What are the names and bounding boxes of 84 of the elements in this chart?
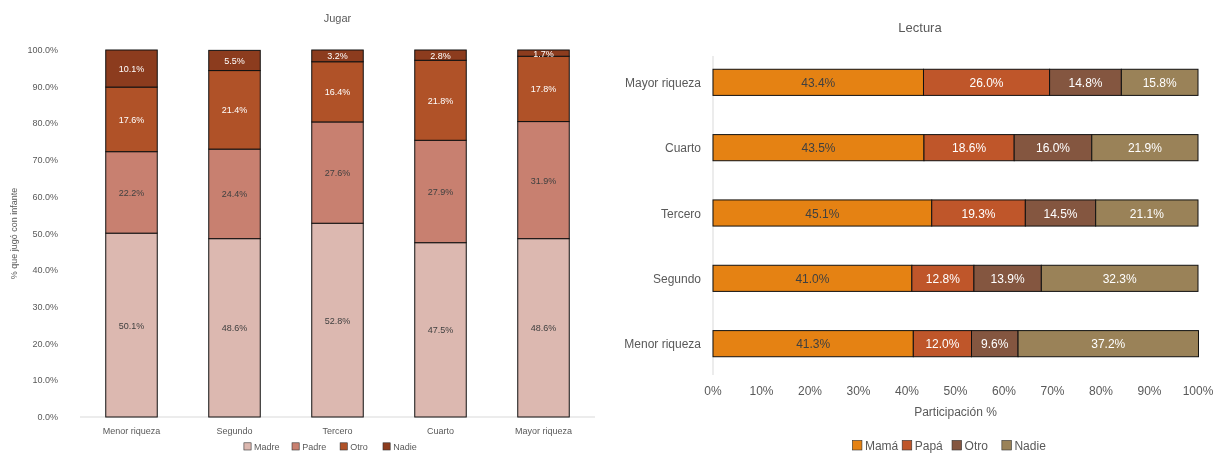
legend-label: Nadie: [1014, 439, 1047, 453]
x-tick-label: Segundo: [216, 426, 253, 436]
y-tick-label: 50.0%: [32, 228, 58, 239]
data-label: 3.2%: [327, 51, 348, 62]
data-label: 14.8%: [1068, 75, 1103, 90]
data-label: 15.8%: [1142, 75, 1178, 90]
data-label: 37.2%: [1091, 337, 1126, 352]
y-tick-label: Segundo: [652, 271, 702, 286]
y-tick-label: Menor riqueza: [624, 337, 702, 352]
data-label: 17.6%: [118, 114, 145, 125]
x-tick-label: Menor riqueza: [102, 426, 161, 436]
legend-label: Otro: [350, 442, 368, 452]
x-tick-label: 80%: [1088, 384, 1114, 398]
data-label: 31.9%: [530, 175, 557, 186]
chart-title: Jugar: [323, 12, 352, 24]
y-tick-label: 10.0%: [32, 375, 58, 386]
data-label: 12.0%: [925, 337, 960, 352]
y-tick-label: 100.0%: [27, 45, 58, 55]
y-tick-label: 90.0%: [32, 81, 58, 92]
x-tick-label: 30%: [846, 384, 871, 398]
x-tick-label: 20%: [797, 384, 823, 398]
data-label: 18.6%: [952, 141, 987, 156]
y-tick-label: Mayor riqueza: [624, 75, 702, 90]
legend-label: Mamá: [864, 439, 899, 453]
y-tick-label: 20.0%: [32, 338, 58, 349]
x-tick-label: 100%: [1182, 384, 1214, 398]
data-label: 24.4%: [221, 189, 248, 200]
legend-label: Papá: [914, 439, 944, 453]
data-label: 16.4%: [324, 87, 351, 98]
data-label: 50.1%: [118, 320, 145, 331]
y-tick-label: 0.0%: [37, 412, 58, 422]
y-axis-title: % que jugó con infante: [9, 187, 19, 280]
chart-title: Lectura: [898, 20, 943, 35]
x-tick-label: 60%: [991, 384, 1017, 398]
data-label: 21.8%: [427, 95, 454, 106]
y-tick-label: Cuarto: [664, 141, 702, 156]
legend-label: Nadie: [393, 442, 417, 452]
y-tick-label: 30.0%: [32, 301, 58, 312]
x-tick-label: Mayor riqueza: [514, 426, 573, 436]
data-label: 48.6%: [530, 323, 557, 334]
x-tick-label: 10%: [749, 384, 774, 398]
data-label: 14.5%: [1043, 206, 1078, 221]
x-tick-label: 50%: [943, 384, 968, 398]
legend-label: Otro: [964, 439, 989, 453]
data-label: 26.0%: [969, 75, 1004, 90]
x-tick-label: 0%: [704, 384, 722, 398]
x-axis-title: Participación %: [914, 405, 998, 419]
legend-label: Madre: [254, 442, 280, 452]
data-label: 5.5%: [224, 55, 245, 66]
data-label: 43.4%: [801, 75, 836, 90]
data-label: 10.1%: [118, 64, 145, 75]
data-label: 45.1%: [805, 206, 840, 221]
data-label: 17.8%: [530, 84, 557, 95]
x-tick-label: Tercero: [322, 426, 353, 436]
data-label: 19.3%: [961, 206, 996, 221]
data-label: 41.3%: [796, 337, 831, 352]
y-tick-label: Tercero: [660, 206, 702, 221]
legend-label: Padre: [302, 442, 327, 452]
data-label: 2.8%: [430, 50, 451, 61]
x-tick-label: Cuarto: [426, 426, 455, 436]
data-label: 27.9%: [427, 186, 454, 197]
x-tick-label: 70%: [1040, 384, 1065, 398]
data-label: 32.3%: [1102, 271, 1138, 286]
data-label: 9.6%: [981, 337, 1009, 352]
data-label: 43.5%: [801, 141, 836, 156]
data-label: 27.6%: [324, 168, 351, 179]
data-label: 13.9%: [990, 271, 1025, 286]
x-tick-label: 40%: [894, 384, 920, 398]
data-label: 21.1%: [1129, 206, 1165, 221]
x-tick-label: 90%: [1137, 384, 1162, 398]
data-label: 22.2%: [118, 187, 145, 198]
y-tick-label: 80.0%: [32, 118, 58, 129]
data-label: 16.0%: [1035, 141, 1071, 156]
y-tick-label: 70.0%: [32, 155, 58, 166]
data-label: 12.8%: [925, 271, 961, 286]
data-label: 1.7%: [533, 48, 554, 59]
y-tick-label: 40.0%: [32, 265, 58, 276]
y-tick-label: 60.0%: [32, 191, 58, 202]
data-label: 21.9%: [1127, 141, 1163, 156]
data-label: 41.0%: [795, 271, 830, 286]
data-label: 21.4%: [221, 105, 248, 116]
data-label: 48.6%: [221, 323, 248, 334]
data-label: 52.8%: [324, 315, 351, 326]
data-label: 47.5%: [427, 325, 454, 336]
